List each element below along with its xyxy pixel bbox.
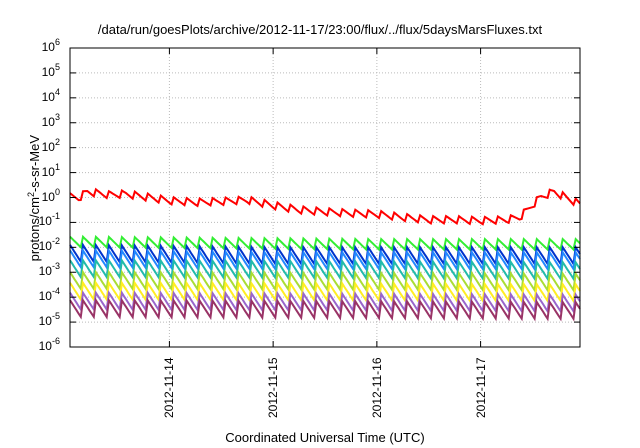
series-line-6 (69, 280, 581, 304)
y-tick-label: 10-2 (16, 236, 60, 254)
y-tick-label: 10-3 (16, 261, 60, 279)
y-tick-base: 10 (38, 339, 52, 353)
y-tick-label: 10-4 (16, 286, 60, 304)
y-tick-label: 10-6 (16, 336, 60, 354)
y-tick-base: 10 (38, 289, 52, 304)
y-tick-base: 10 (38, 264, 52, 279)
y-tick-exponent: 6 (54, 37, 60, 47)
y-tick-label: 10-5 (16, 311, 60, 329)
chart-title: /data/run/goesPlots/archive/2012-11-17/2… (97, 22, 543, 37)
y-tick-exponent: 4 (54, 86, 60, 97)
y-tick-base: 10 (41, 114, 55, 129)
y-tick-base: 10 (38, 239, 52, 254)
axis-ticks (70, 47, 580, 348)
x-tick-label: 2012-11-17 (473, 357, 488, 419)
y-tick-exponent: 3 (54, 111, 60, 122)
y-tick-base: 10 (41, 139, 55, 154)
series-line-1 (69, 234, 581, 252)
x-tick-label: 2012-11-15 (266, 357, 281, 419)
y-tick-base: 10 (41, 164, 55, 179)
x-tick-label: 2012-11-16 (369, 357, 384, 419)
y-tick-label: 104 (16, 86, 60, 104)
series-group (69, 187, 581, 322)
y-tick-label: 10-1 (16, 211, 60, 229)
y-tick-label: 105 (16, 61, 60, 79)
y-tick-base: 10 (38, 214, 52, 229)
y-tick-exponent: 2 (54, 136, 60, 147)
x-axis-label: Coordinated Universal Time (UTC) (225, 430, 425, 445)
y-tick-exponent: -2 (51, 236, 60, 247)
series-line-3 (69, 247, 581, 272)
y-tick-exponent: -5 (51, 311, 60, 322)
series-line-7 (69, 289, 581, 315)
y-tick-exponent: -1 (51, 211, 60, 222)
series-line-2 (69, 242, 581, 267)
y-tick-base: 10 (41, 89, 55, 104)
y-tick-base: 10 (41, 40, 55, 54)
x-tick-label: 2012-11-14 (162, 357, 177, 419)
series-line-8 (69, 297, 581, 322)
y-tick-exponent: -4 (51, 286, 60, 297)
y-tick-exponent: -3 (51, 261, 60, 272)
y-tick-label: 106 (16, 37, 60, 55)
y-tick-label: 100 (16, 186, 60, 204)
y-tick-base: 10 (41, 64, 55, 79)
y-tick-exponent: 5 (54, 61, 60, 72)
y-tick-label: 103 (16, 111, 60, 129)
series-line-4 (69, 257, 581, 282)
y-tick-base: 10 (41, 189, 55, 204)
y-tick-label: 101 (16, 161, 60, 179)
y-tick-exponent: 1 (54, 161, 60, 172)
y-tick-exponent: -6 (51, 336, 60, 346)
y-tick-base: 10 (38, 314, 52, 329)
y-tick-exponent: 0 (54, 186, 60, 197)
y-tick-label: 102 (16, 136, 60, 154)
series-line-5 (69, 269, 581, 294)
series-line-0 (69, 187, 581, 226)
